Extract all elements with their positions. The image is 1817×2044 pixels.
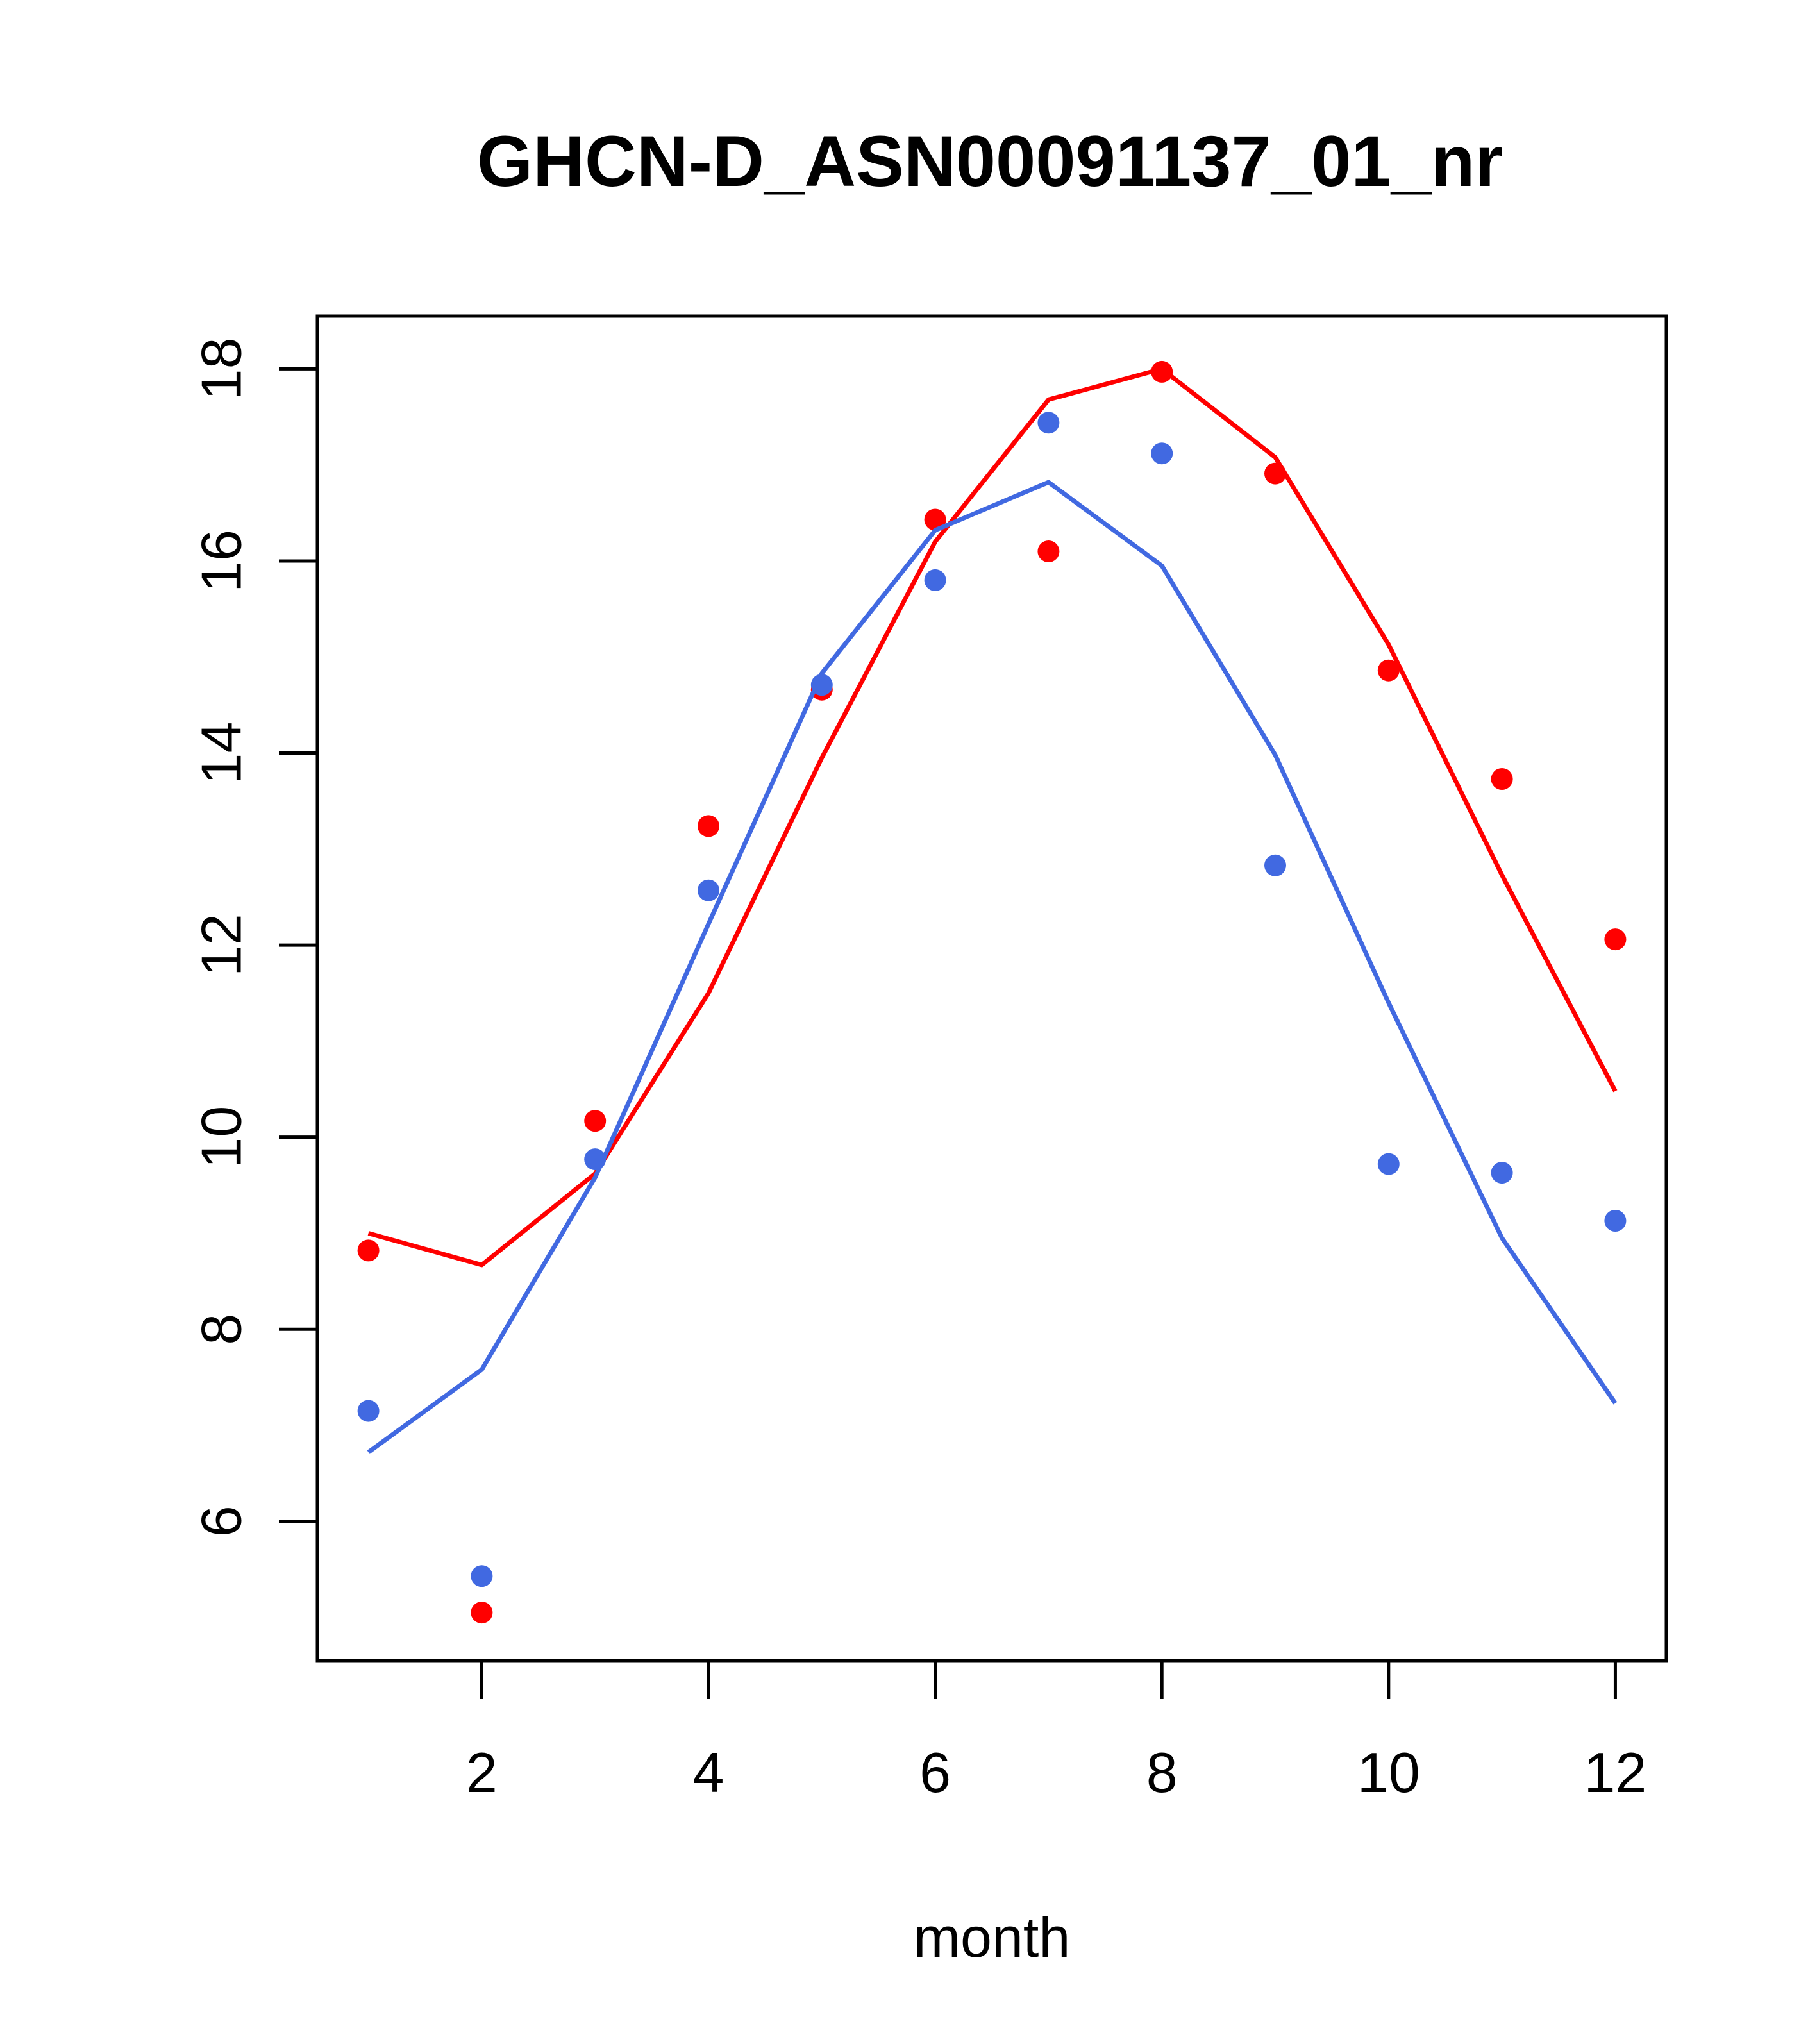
series-1-point xyxy=(1264,462,1286,485)
y-tick-label: 14 xyxy=(190,722,253,785)
chart-title: GHCN-D_ASN00091137_01_nr xyxy=(477,121,1503,201)
y-axis: 6 8 10 12 14 16 18 xyxy=(190,337,319,1537)
series-1-point xyxy=(1037,540,1060,562)
series-1-point xyxy=(1604,928,1627,951)
y-tick-label: 8 xyxy=(190,1314,253,1345)
x-axis-label: month xyxy=(914,1906,1071,1969)
x-tick-label: 10 xyxy=(1357,1741,1420,1804)
series-1-point xyxy=(1491,768,1513,790)
y-tick-label: 10 xyxy=(190,1106,253,1169)
series-2-point xyxy=(1604,1210,1627,1232)
x-tick-label: 12 xyxy=(1584,1741,1646,1804)
series-2-point xyxy=(698,879,719,901)
x-tick-label: 2 xyxy=(466,1741,498,1804)
series-1-point xyxy=(357,1239,380,1262)
series-2-point xyxy=(471,1565,493,1587)
y-tick-label: 6 xyxy=(190,1505,253,1537)
series-1-point xyxy=(1377,659,1400,682)
series-1-point xyxy=(698,815,719,837)
y-tick-label: 18 xyxy=(190,337,253,400)
series-2 xyxy=(357,412,1627,1587)
series-2-point xyxy=(1491,1162,1513,1184)
series-2-point xyxy=(1037,412,1060,434)
x-tick-label: 4 xyxy=(693,1741,724,1804)
series-2-point xyxy=(584,1148,607,1171)
series-1-point xyxy=(471,1602,493,1624)
x-tick-label: 6 xyxy=(919,1741,951,1804)
series-1 xyxy=(357,360,1627,1624)
y-tick-label: 16 xyxy=(190,530,253,592)
series-2-point xyxy=(1151,442,1173,465)
series-2-point xyxy=(357,1400,380,1422)
series-2-point xyxy=(810,674,833,696)
y-tick-label: 12 xyxy=(190,914,253,976)
series-2-point xyxy=(1377,1153,1400,1175)
series-1-point xyxy=(584,1110,607,1132)
series-2-point xyxy=(1264,854,1286,876)
x-tick-label: 8 xyxy=(1146,1741,1178,1804)
series-1-point xyxy=(1151,360,1173,383)
x-axis: 2 4 6 8 10 12 xyxy=(466,1659,1646,1804)
series-2-point xyxy=(924,569,946,591)
series-2-line xyxy=(367,480,1618,1454)
series-1-point xyxy=(924,508,946,531)
series-1-line xyxy=(367,366,1618,1268)
series-layer xyxy=(357,360,1627,1624)
